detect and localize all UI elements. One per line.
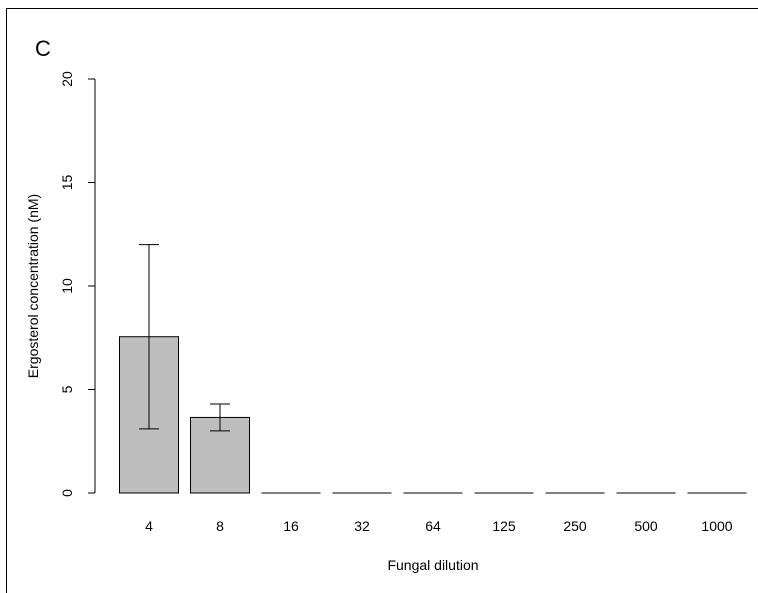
frame-left-border [6, 8, 7, 593]
y-axis-title: Ergosterol concentration (nM) [25, 194, 41, 378]
x-tick-label: 8 [216, 518, 224, 534]
x-axis-title: Fungal dilution [387, 557, 478, 573]
x-tick-label: 250 [563, 518, 587, 534]
x-tick-label: 4 [145, 518, 153, 534]
x-axis-tick-labels: 4 8 16 32 64 125 250 500 1000 [145, 518, 733, 534]
y-tick-label: 15 [59, 175, 75, 191]
y-tick-label: 0 [59, 489, 75, 497]
y-tick-label: 20 [59, 71, 75, 87]
x-tick-label: 1000 [701, 518, 732, 534]
x-tick-label: 125 [492, 518, 516, 534]
x-tick-label: 64 [425, 518, 441, 534]
y-tick-label: 5 [59, 385, 75, 393]
bars [119, 336, 747, 494]
error-bars [139, 244, 230, 432]
frame-top-border [6, 8, 758, 9]
x-tick-label: 32 [354, 518, 370, 534]
y-axis: 0 5 10 15 20 [59, 71, 96, 497]
y-tick-label: 10 [59, 278, 75, 294]
x-tick-label: 16 [283, 518, 299, 534]
panel-label: C [35, 36, 51, 61]
x-tick-label: 500 [634, 518, 658, 534]
